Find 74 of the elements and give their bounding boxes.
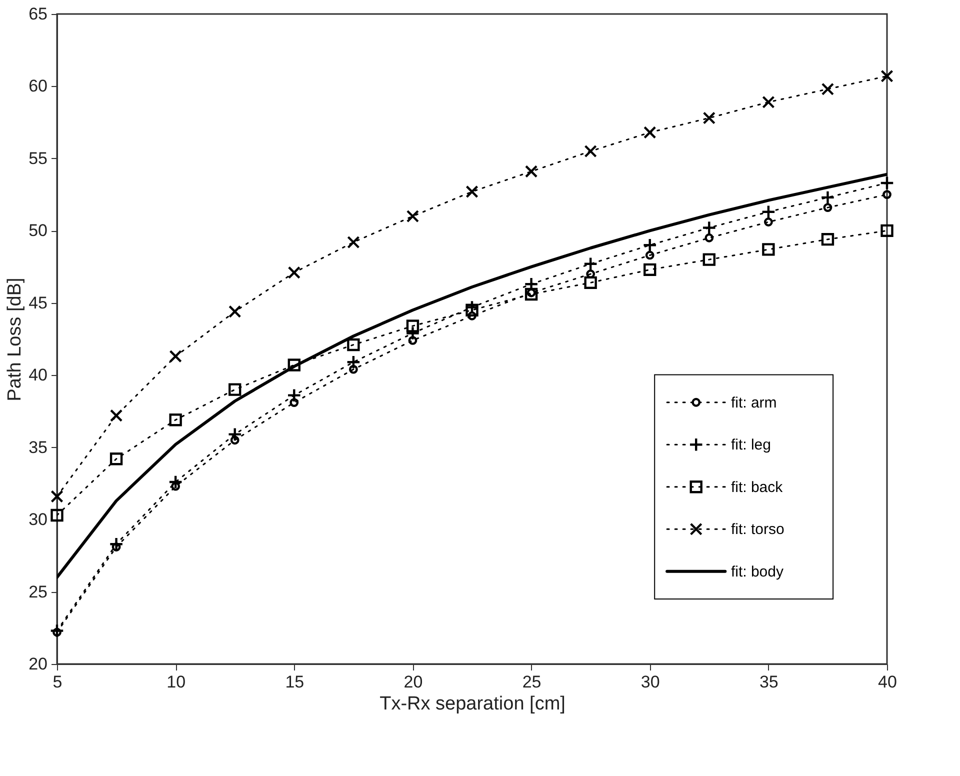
point <box>288 266 300 279</box>
point <box>466 185 478 198</box>
x-tick-label: 35 <box>759 672 778 692</box>
point <box>288 358 300 372</box>
point <box>228 305 242 318</box>
point <box>702 220 716 235</box>
point <box>882 190 892 200</box>
point <box>110 409 123 422</box>
x-tick-label: 10 <box>166 672 186 692</box>
legend-label: fit: torso <box>730 521 784 538</box>
point <box>524 288 538 301</box>
y-axis-title: Path Loss [dB] <box>4 278 26 402</box>
point <box>228 383 242 396</box>
point <box>584 276 597 290</box>
point <box>821 232 834 246</box>
point <box>110 452 123 466</box>
point <box>50 490 64 503</box>
point <box>761 204 776 220</box>
y-tick-label: 35 <box>28 438 48 457</box>
legend-label: fit: back <box>730 478 784 496</box>
point <box>168 474 183 490</box>
point <box>50 624 64 638</box>
legend-label: fit: leg <box>730 436 771 454</box>
point <box>821 82 834 96</box>
point <box>52 628 62 637</box>
y-tick-label: 60 <box>28 76 48 96</box>
point <box>228 427 242 442</box>
point <box>880 176 894 190</box>
point <box>702 253 716 266</box>
point <box>169 414 182 426</box>
y-tick-label: 50 <box>28 221 48 240</box>
point <box>645 250 654 260</box>
point <box>823 203 832 212</box>
point <box>764 218 773 226</box>
point <box>112 542 121 552</box>
y-tick-label: 20 <box>28 654 48 674</box>
x-tick-label: 5 <box>52 672 62 692</box>
y-tick-label: 30 <box>28 510 48 530</box>
point <box>406 210 420 223</box>
y-tick-label: 55 <box>28 148 48 168</box>
point <box>347 338 360 352</box>
point <box>644 126 656 139</box>
point <box>642 238 658 252</box>
point <box>644 263 656 276</box>
point <box>286 388 302 403</box>
x-tick-label: 15 <box>285 672 304 692</box>
point <box>347 236 360 249</box>
y-tick-label: 45 <box>28 293 48 312</box>
point <box>50 508 64 522</box>
y-tick-label: 65 <box>28 4 48 24</box>
point <box>468 311 476 320</box>
y-tick-label: 25 <box>28 582 48 602</box>
point <box>880 224 894 238</box>
point <box>820 190 835 205</box>
legend-label: fit: arm <box>730 394 777 412</box>
point <box>702 112 716 124</box>
point <box>762 96 775 108</box>
point <box>109 536 124 552</box>
point <box>406 320 420 332</box>
x-tick-label: 30 <box>640 672 660 692</box>
point <box>583 256 598 272</box>
point <box>762 243 775 256</box>
point <box>584 144 597 158</box>
y-tick-label: 40 <box>28 366 48 385</box>
x-tick-label: 40 <box>878 672 897 692</box>
x-tick-label: 20 <box>404 672 423 692</box>
x-axis-title: Tx-Rx separation [cm] <box>380 694 566 714</box>
point <box>524 165 538 178</box>
legend-label: fit: body <box>730 563 784 580</box>
point <box>704 233 714 242</box>
point <box>466 304 478 316</box>
point <box>880 70 894 82</box>
x-tick-label: 25 <box>522 672 542 692</box>
point <box>169 350 182 363</box>
